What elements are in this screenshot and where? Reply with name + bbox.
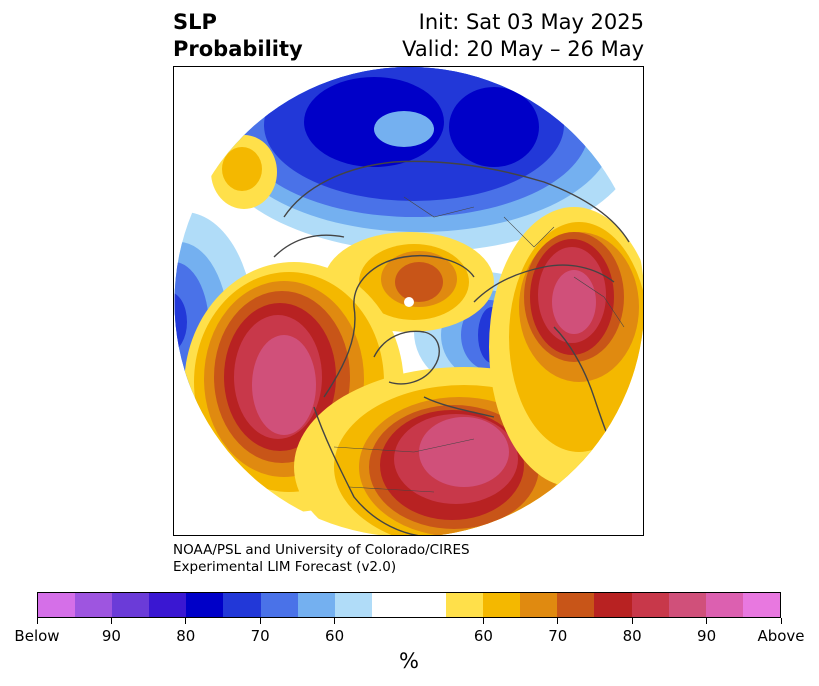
colorbar-tick-label: 60 [473,627,493,645]
colorbar-tick-label: Above [757,627,805,645]
colorbar-segment [705,593,743,617]
credit-line1: NOAA/PSL and University of Colorado/CIRE… [173,542,470,558]
colorbar-tick [557,618,559,624]
colorbar-segment [297,593,335,617]
colorbar-segment [75,593,113,617]
colorbar-segment [38,593,76,617]
colorbar-tick-label: 90 [697,627,717,645]
colorbar-tick-label: 60 [325,627,345,645]
polar-map [174,67,643,535]
colorbar-segment [446,593,484,617]
colorbar-segment [594,593,632,617]
colorbar-segment [112,593,150,617]
init-date: Init: Sat 03 May 2025 [418,10,644,34]
title-quantity: Probability [173,37,303,61]
colorbar-tick-label: 70 [250,627,270,645]
colorbar [37,592,781,618]
colorbar-segment [742,593,780,617]
colorbar-segment [149,593,187,617]
colorbar-segment [520,593,558,617]
colorbar-segment [668,593,706,617]
colorbar-tick [334,618,336,624]
colorbar-segment [223,593,261,617]
colorbar-tick-label: 70 [548,627,568,645]
title-left: SLP Probability [173,9,303,63]
colorbar-tick [706,618,708,624]
colorbar-segment [557,593,595,617]
colorbar-tick [36,618,38,624]
colorbar-tick-label: 80 [622,627,642,645]
colorbar-tick-label: Below [14,627,60,645]
borders [333,196,625,493]
colorbar-segment [483,593,521,617]
yellow-blob-nw [211,135,277,209]
colorbar-segment [186,593,224,617]
colorbar-unit: % [399,649,419,673]
colorbar-tick-label: 80 [176,627,196,645]
colorbar-tick [110,618,112,624]
colorbar-segment [334,593,372,617]
colorbar-segment [260,593,298,617]
title-variable: SLP [173,10,217,34]
credit-line2: Experimental LIM Forecast (v2.0) [173,559,397,575]
colorbar-segment [371,593,409,617]
colorbar-tick [780,618,782,624]
colorbar-tick [185,618,187,624]
title-right: Init: Sat 03 May 2025 Valid: 20 May – 26… [402,9,644,63]
map-frame [173,66,644,536]
colorbar-tick [631,618,633,624]
colorbar-tick [482,618,484,624]
colorbar-segment [631,593,669,617]
colorbar-segment [408,593,447,617]
valid-range: Valid: 20 May – 26 May [402,37,644,61]
colorbar-tick [259,618,261,624]
probability-field [174,67,643,535]
colorbar-tick-label: 90 [101,627,121,645]
credit: NOAA/PSL and University of Colorado/CIRE… [173,542,470,576]
